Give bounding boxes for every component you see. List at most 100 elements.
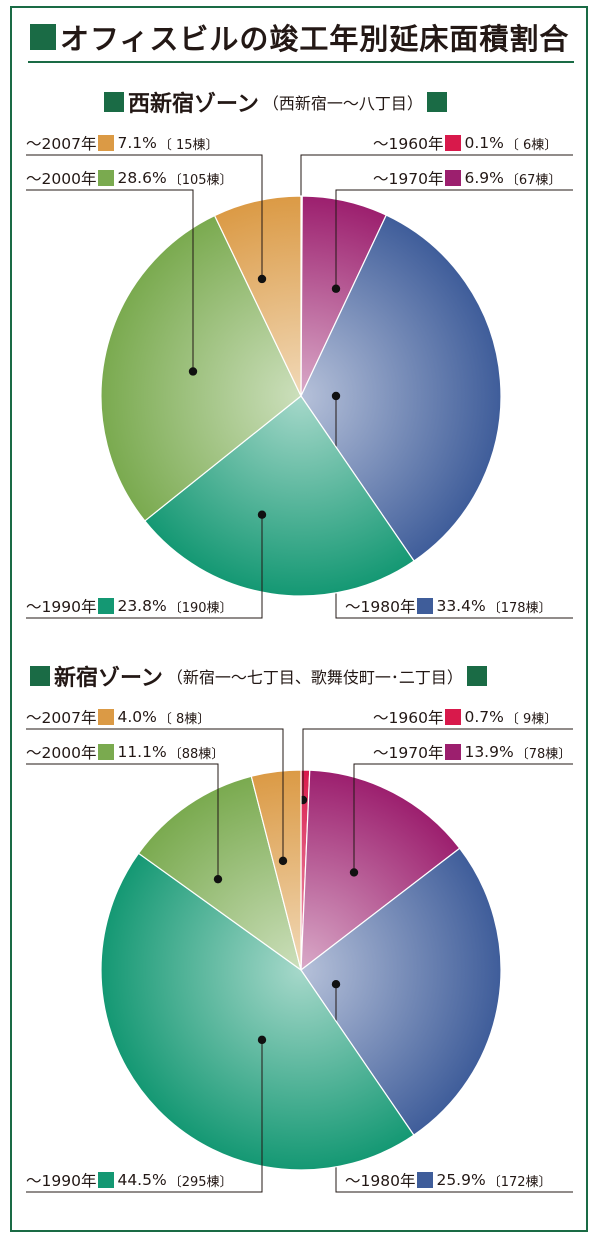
leader-dot <box>213 874 223 884</box>
leader-dot <box>331 980 341 989</box>
legend-swatch-icon <box>98 709 115 725</box>
legend-year-label: ～2007年 <box>26 709 97 727</box>
legend-year-label: ～1980年 <box>345 598 416 616</box>
legend-item: ～2007年 4.0% 〔 8棟〕 <box>26 705 210 729</box>
legend-swatch-icon <box>98 135 115 151</box>
leader-line <box>335 189 573 289</box>
leader-line <box>26 189 194 372</box>
leader-line <box>302 728 573 800</box>
legend-percent-label: 23.8% <box>117 597 167 615</box>
square-icon <box>426 92 447 112</box>
legend-percent-label: 0.7% <box>464 708 504 726</box>
legend-swatch-icon <box>98 598 115 614</box>
chart1-title: 西新宿ゾーン （西新宿一～八丁目） <box>104 86 447 118</box>
square-icon <box>104 92 124 112</box>
legend-item: ～1960年 0.7% 〔 9棟〕 <box>373 705 557 729</box>
legend-swatch-icon <box>445 744 462 760</box>
legend-percent-label: 11.1% <box>117 743 167 761</box>
legend-swatch-icon <box>445 135 462 151</box>
legend-percent-label: 6.9% <box>464 169 504 187</box>
legend-swatch-icon <box>417 1172 434 1188</box>
leader-line <box>26 1039 263 1193</box>
legend-year-label: ～1990年 <box>26 598 97 616</box>
leader-line <box>353 763 573 873</box>
legend-item: ～1970年 6.9% 〔67棟〕 <box>373 166 561 190</box>
pie-slice <box>100 852 415 1171</box>
legend-item: ～1970年 13.9% 〔78棟〕 <box>373 740 571 764</box>
leader-dot <box>349 868 359 877</box>
leader-dot <box>278 856 288 866</box>
leader-dot <box>257 274 267 284</box>
legend-item: ～1960年 0.1% 〔 6棟〕 <box>373 131 557 155</box>
legend-percent-label: 25.9% <box>436 1171 486 1189</box>
legend-year-label: ～1980年 <box>345 1172 416 1190</box>
legend-item: ～1980年 25.9% 〔172棟〕 <box>345 1168 552 1192</box>
pie-slice <box>250 769 302 971</box>
legend-percent-label: 28.6% <box>117 169 167 187</box>
legend-count-label: 〔78棟〕 <box>515 746 572 762</box>
legend-percent-label: 44.5% <box>117 1171 167 1189</box>
legend-swatch-icon <box>417 598 434 614</box>
legend-year-label: ～1990年 <box>26 1172 97 1190</box>
legend-percent-label: 0.1% <box>464 134 504 152</box>
legend-year-label: ～1960年 <box>373 135 444 153</box>
chart2-subtitle: （新宿一～七丁目、歌舞伎町一･二丁目） <box>166 668 463 687</box>
pie-slice <box>213 195 302 397</box>
legend-year-label: ～1960年 <box>373 709 444 727</box>
leader-dot <box>331 391 341 401</box>
legend-percent-label: 33.4% <box>436 597 486 615</box>
legend-swatch-icon <box>98 1172 115 1188</box>
legend-count-label: 〔 15棟〕 <box>158 137 219 153</box>
legend-item: ～2000年 28.6% 〔105棟〕 <box>26 166 233 190</box>
figure-frame <box>10 6 588 1232</box>
legend-count-label: 〔105棟〕 <box>168 172 233 188</box>
legend-year-label: ～2000年 <box>26 744 97 762</box>
legend-count-label: 〔 6棟〕 <box>505 137 558 153</box>
legend-item: ～2007年 7.1% 〔 15棟〕 <box>26 131 219 155</box>
legend-count-label: 〔295棟〕 <box>168 1174 233 1190</box>
main-title: オフィスビルの竣工年別延床面積割合 <box>30 16 569 58</box>
pie-slice <box>300 847 502 1136</box>
pie-slice <box>300 769 461 972</box>
leader-dot <box>257 510 267 519</box>
legend-count-label: 〔190棟〕 <box>168 600 233 616</box>
chart1-title-text: 西新宿ゾーン <box>128 92 259 117</box>
legend-swatch-icon <box>98 170 115 186</box>
legend-year-label: ～1970年 <box>373 744 444 762</box>
square-icon <box>466 666 487 686</box>
title-square-icon <box>30 24 56 50</box>
chart2-title-text: 新宿ゾーン <box>54 666 163 691</box>
legend-count-label: 〔88棟〕 <box>168 746 225 762</box>
pie-slice <box>143 395 415 597</box>
legend-item: ～1990年 23.8% 〔190棟〕 <box>26 594 233 618</box>
legend-year-label: ～2007年 <box>26 135 97 153</box>
legend-item: ～1980年 33.4% 〔178棟〕 <box>345 594 552 618</box>
legend-percent-label: 4.0% <box>117 708 157 726</box>
square-icon <box>30 666 50 686</box>
legend-count-label: 〔 9棟〕 <box>505 711 558 727</box>
legend-item: ～2000年 11.1% 〔88棟〕 <box>26 740 224 764</box>
legend-count-label: 〔 8棟〕 <box>158 711 211 727</box>
pie-slice <box>137 775 302 972</box>
leader-line <box>26 763 219 880</box>
legend-percent-label: 13.9% <box>464 743 514 761</box>
legend-swatch-icon <box>98 744 115 760</box>
title-rule <box>28 61 574 63</box>
legend-swatch-icon <box>445 709 462 725</box>
leader-dot <box>257 1035 267 1045</box>
leader-dot <box>331 284 341 293</box>
pie-slice <box>300 214 502 562</box>
leader-line <box>26 728 284 861</box>
legend-item: ～1990年 44.5% 〔295棟〕 <box>26 1168 233 1192</box>
leader-dot <box>188 367 198 376</box>
chart2-title: 新宿ゾーン （新宿一～七丁目、歌舞伎町一･二丁目） <box>30 660 487 692</box>
leader-line <box>26 514 263 619</box>
legend-count-label: 〔172棟〕 <box>487 1174 552 1190</box>
chart1-subtitle: （西新宿一～八丁目） <box>262 94 423 113</box>
legend-count-label: 〔67棟〕 <box>505 172 562 188</box>
legend-percent-label: 7.1% <box>117 134 157 152</box>
main-title-text: オフィスビルの竣工年別延床面積割合 <box>60 22 570 56</box>
leader-line <box>26 154 263 279</box>
legend-year-label: ～2000年 <box>26 170 97 188</box>
